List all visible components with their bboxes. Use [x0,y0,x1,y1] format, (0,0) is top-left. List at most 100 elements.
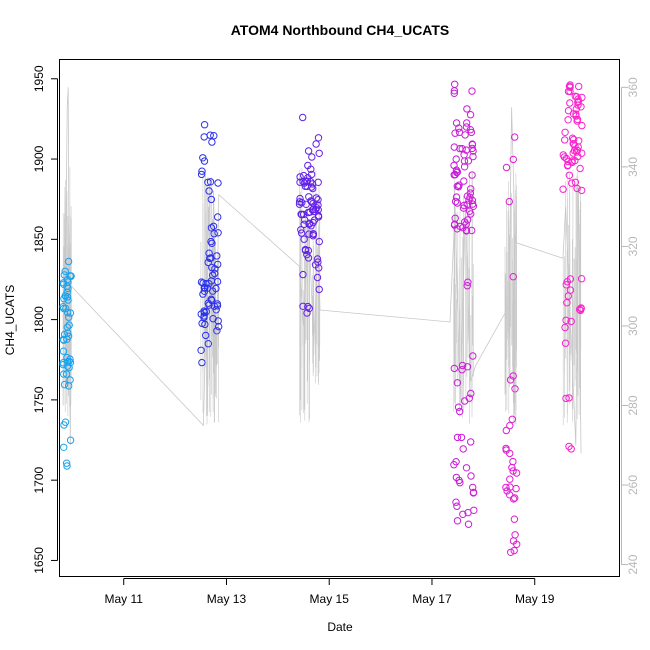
y-axis-right: 240 260 280 300 320 340 360 [621,77,640,575]
data-point [512,484,520,493]
data-point [60,271,69,279]
data-point [64,329,72,337]
data-point [65,382,73,390]
data-point [314,134,323,142]
data-point [509,273,517,281]
y2-tick-label: 260 [626,475,640,495]
data-point [304,254,313,262]
data-point [64,296,72,304]
points-layer [59,80,586,556]
data-point [451,80,459,89]
data-point [468,144,476,153]
data-point [297,226,305,234]
data-point [452,155,460,163]
data-point [455,128,464,137]
data-point [199,290,207,298]
data-point [309,230,318,239]
data-point [463,216,472,224]
data-point [464,157,473,165]
data-point [305,220,313,228]
data-point [214,179,222,187]
data-point [460,177,468,185]
data-point [301,182,309,190]
data-point [62,459,71,467]
data-point [202,331,210,340]
data-point [295,200,304,208]
data-point [462,464,471,472]
data-point [502,426,510,435]
data-point [198,167,206,175]
data-point [464,520,473,528]
data-point [60,336,68,344]
data-point [304,208,313,217]
data-point [509,457,517,466]
data-point [197,346,205,354]
data-point [463,105,471,113]
data-point [460,201,468,210]
x-axis-title: Date [327,620,353,634]
data-point [468,171,476,179]
data-point [297,210,305,219]
data-point [310,207,318,216]
data-point [64,332,73,340]
data-point [204,258,212,267]
data-point [468,141,477,149]
data-point [568,179,576,187]
data-point [205,187,213,195]
y2-tick-label: 280 [626,395,640,415]
data-point [62,370,71,378]
data-point [198,358,206,367]
data-point [200,133,208,141]
data-point [575,82,583,91]
x-tick-label: May 19 [515,592,555,606]
y2-tick-label: 300 [626,316,640,336]
data-point [509,155,517,164]
y-axis-title: CH4_UCATS [3,285,17,355]
data-point [299,113,307,122]
data-point [467,128,476,137]
data-point [311,205,320,214]
data-point [509,467,517,475]
data-point [564,107,573,115]
y-tick-label: 1700 [32,467,46,494]
data-point [60,380,69,389]
data-point [466,111,475,119]
data-point [65,313,73,321]
y2-tick-label: 360 [626,77,640,97]
data-point [561,136,569,144]
x-tick-label: May 13 [207,592,247,606]
data-point [312,140,320,148]
data-point [576,164,584,173]
data-point [312,194,321,202]
data-point [61,267,69,275]
data-point [466,189,475,197]
data-point [468,226,476,235]
data-point [66,436,75,444]
data-point [456,479,464,487]
data-point [506,421,514,430]
data-point [574,95,582,103]
data-point [298,198,306,207]
data-point [578,186,586,195]
data-point [213,327,221,335]
data-point [507,548,515,556]
data-point [573,117,581,125]
data-point [59,347,68,355]
data-point [214,229,222,237]
data-point [453,433,462,442]
x-axis: May 11 May 13 May 15 May 17 May 19 [104,578,555,606]
data-point [65,321,73,329]
data-point [59,303,67,311]
data-point [214,213,222,221]
data-point [566,99,574,107]
data-point [559,185,567,193]
data-point [304,161,312,170]
data-point [566,286,575,294]
data-point [561,339,570,347]
data-point [467,472,475,480]
data-point [59,359,67,367]
data-point [208,263,216,272]
data-point [208,138,216,146]
data-point [566,83,574,92]
data-point [502,483,510,492]
